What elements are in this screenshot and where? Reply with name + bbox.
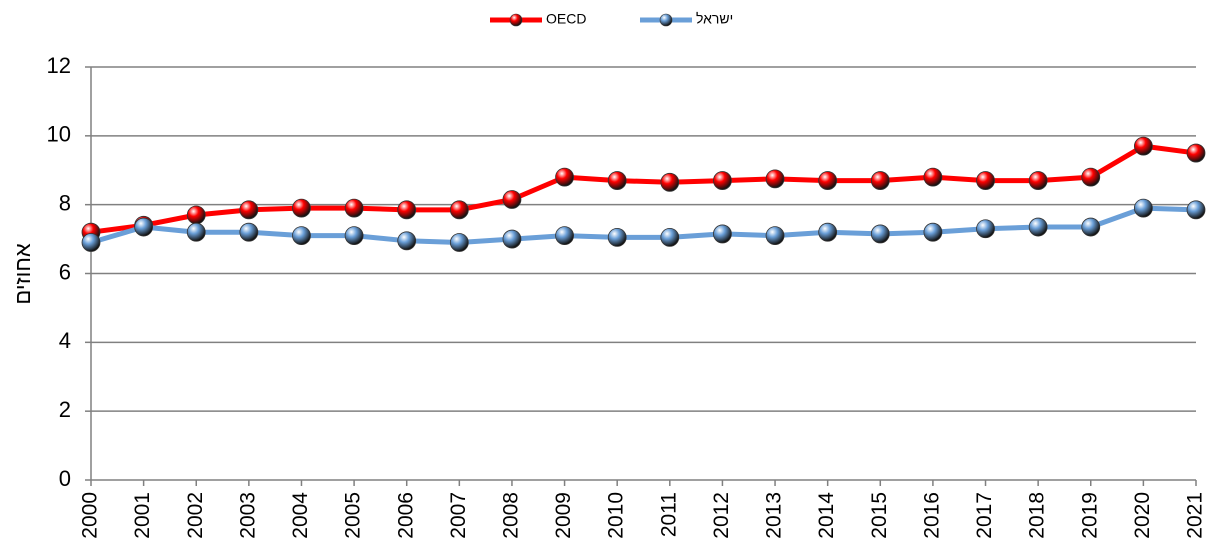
y-tick-label: 0: [59, 466, 71, 491]
data-point: [397, 231, 417, 251]
x-tick-label: 2008: [499, 492, 522, 539]
data-point: [976, 219, 995, 239]
x-tick-label: 2010: [605, 492, 628, 539]
x-tick-label: 2002: [184, 492, 207, 539]
y-tick-label: 12: [47, 53, 71, 78]
y-tick-label: 10: [47, 122, 71, 147]
data-point: [870, 171, 890, 190]
x-tick-label: 2001: [131, 492, 154, 539]
data-point: [186, 205, 206, 225]
legend-label: ישראל: [696, 11, 733, 27]
data-point: [818, 222, 838, 242]
legend-marker: [659, 13, 673, 27]
x-tick-label: 2000: [79, 492, 102, 539]
data-point: [1081, 217, 1101, 237]
series-line: [90, 143, 1197, 235]
data-point: [134, 217, 154, 237]
legend-label: OECD: [546, 11, 586, 27]
data-point: [976, 171, 995, 190]
data-point: [765, 226, 785, 246]
data-point: [344, 226, 364, 246]
data-point: [818, 171, 838, 190]
y-axis-label: אחוזים: [10, 243, 35, 305]
x-tick-label: 2015: [868, 492, 891, 539]
data-point: [713, 171, 732, 190]
data-point: [607, 171, 627, 190]
x-tick-label: 2020: [1131, 492, 1154, 539]
data-point: [660, 172, 680, 192]
data-point: [1081, 167, 1101, 187]
data-point: [765, 169, 785, 189]
data-point: [1028, 217, 1048, 237]
data-point: [449, 233, 469, 252]
x-tick-label: 2017: [973, 492, 996, 539]
x-tick-label: 2021: [1184, 492, 1207, 539]
data-point: [923, 222, 943, 242]
x-tick-label: 2012: [710, 492, 733, 539]
x-tick-label: 2013: [763, 492, 786, 539]
data-point: [1028, 171, 1048, 190]
x-tick-label: 2011: [657, 492, 680, 537]
data-point: [1133, 198, 1153, 218]
data-point: [344, 198, 364, 218]
x-tick-label: 2014: [815, 492, 838, 539]
y-tick-label: 4: [59, 328, 71, 353]
data-point: [870, 224, 890, 244]
data-point: [555, 167, 574, 187]
data-point: [1186, 143, 1206, 163]
y-tick-label: 8: [59, 190, 71, 215]
data-point: [397, 200, 417, 220]
data-point: [923, 167, 943, 187]
legend-marker: [509, 13, 523, 27]
data-point: [555, 226, 574, 246]
data-point: [186, 222, 206, 242]
series-line: [90, 205, 1197, 246]
data-point: [1133, 136, 1153, 156]
y-tick-label: 2: [59, 397, 71, 422]
data-point: [660, 227, 680, 247]
x-tick-label: 2018: [1026, 492, 1049, 539]
data-point: [292, 198, 311, 218]
x-tick-label: 2005: [342, 492, 365, 539]
data-point: [81, 233, 101, 252]
y-tick-label: 6: [59, 259, 71, 284]
x-tick-label: 2019: [1078, 492, 1101, 539]
data-point: [239, 200, 259, 220]
data-point: [502, 229, 522, 249]
x-tick-label: 2004: [289, 492, 312, 539]
data-point: [239, 222, 259, 242]
data-point: [292, 226, 311, 246]
data-point: [713, 224, 732, 244]
x-tick-label: 2009: [552, 492, 575, 539]
data-point: [449, 200, 469, 220]
data-point: [502, 190, 522, 209]
x-tick-label: 2016: [920, 492, 943, 539]
x-tick-label: 2003: [236, 492, 259, 539]
x-tick-label: 2006: [394, 492, 417, 539]
x-tick-label: 2007: [447, 492, 470, 539]
data-point: [607, 227, 627, 247]
data-point: [1186, 200, 1206, 220]
